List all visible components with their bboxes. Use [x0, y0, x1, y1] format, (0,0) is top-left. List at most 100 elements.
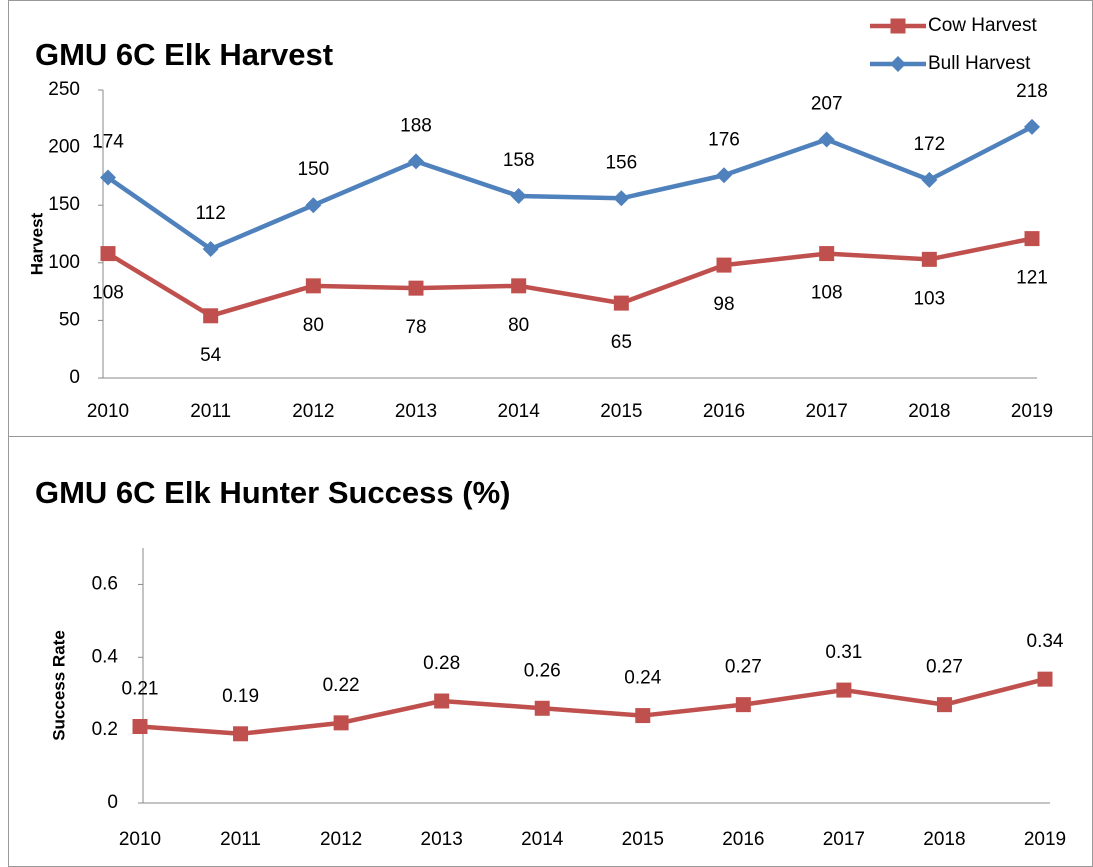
data-label: 54	[200, 345, 222, 366]
marker	[1037, 671, 1053, 687]
marker	[305, 197, 322, 214]
data-label: 0.19	[222, 686, 259, 707]
y-tick-label: 0	[69, 367, 80, 388]
marker	[408, 280, 424, 296]
data-label: 112	[196, 203, 226, 224]
x-tick-label: 2010	[87, 401, 129, 422]
chart-title: GMU 6C Elk Hunter Success (%)	[35, 475, 510, 510]
data-label: 98	[713, 294, 734, 315]
marker	[890, 18, 906, 34]
x-tick-label: 2014	[521, 829, 564, 850]
x-tick-label: 2014	[498, 401, 541, 422]
data-label: 108	[811, 283, 843, 304]
marker	[819, 246, 835, 262]
data-label: 65	[611, 332, 632, 353]
data-label: 172	[913, 134, 945, 155]
x-tick-label: 2016	[703, 401, 745, 422]
data-label: 0.31	[825, 642, 862, 663]
data-label: 218	[1016, 81, 1048, 102]
x-tick-label: 2010	[119, 829, 161, 850]
x-tick-label: 2018	[923, 829, 965, 850]
marker	[936, 697, 952, 713]
data-label: 158	[503, 150, 535, 171]
x-tick-label: 2012	[320, 829, 362, 850]
marker	[233, 726, 249, 742]
marker	[511, 278, 527, 294]
y-tick-label: 0.4	[92, 646, 119, 667]
marker	[836, 682, 852, 698]
legend-label: Cow Harvest	[928, 15, 1037, 36]
marker	[613, 295, 629, 311]
marker	[408, 153, 424, 170]
data-label: 150	[297, 159, 329, 180]
data-label: 156	[605, 152, 637, 173]
marker	[635, 708, 651, 724]
legend-label: Bull Harvest	[928, 53, 1031, 74]
x-tick-label: 2017	[806, 401, 848, 422]
x-tick-label: 2011	[220, 829, 261, 850]
y-tick-label: 0	[107, 792, 118, 813]
y-axis-label: Success Rate	[49, 630, 68, 741]
marker	[613, 190, 630, 207]
y-tick-label: 100	[48, 252, 80, 273]
data-label: 176	[708, 129, 740, 150]
marker	[735, 697, 751, 713]
data-label: 80	[303, 315, 324, 336]
marker	[921, 171, 938, 188]
series-line	[139, 676, 1046, 737]
x-tick-label: 2018	[908, 401, 950, 422]
data-label: 0.24	[624, 668, 661, 689]
marker	[333, 715, 349, 731]
data-label: 80	[508, 315, 529, 336]
marker	[510, 187, 527, 204]
y-tick-label: 0.6	[92, 573, 118, 594]
series-line	[106, 124, 1034, 252]
marker	[132, 719, 148, 734]
data-label: 0.21	[122, 679, 159, 700]
marker	[1024, 231, 1040, 247]
x-tick-label: 2015	[622, 829, 664, 850]
data-label: 0.34	[1027, 631, 1064, 652]
chart-title: GMU 6C Elk Harvest	[35, 37, 333, 72]
x-tick-label: 2013	[421, 829, 463, 850]
marker	[534, 700, 550, 716]
data-label: 78	[405, 317, 426, 338]
data-label: 103	[913, 288, 945, 309]
x-tick-label: 2017	[823, 829, 865, 850]
marker	[716, 257, 732, 273]
y-tick-label: 250	[48, 79, 80, 100]
y-axis-label: Harvest	[27, 212, 46, 275]
marker	[921, 251, 937, 267]
x-tick-label: 2011	[190, 401, 231, 422]
y-tick-label: 150	[48, 194, 80, 215]
data-label: 0.22	[323, 675, 360, 696]
data-label: 108	[92, 283, 124, 304]
x-tick-label: 2013	[395, 401, 437, 422]
data-label: 0.27	[926, 657, 963, 678]
marker	[1024, 118, 1040, 135]
x-tick-label: 2015	[600, 401, 642, 422]
marker	[305, 278, 321, 294]
series-line	[106, 236, 1033, 319]
data-label: 207	[811, 94, 843, 115]
data-label: 174	[92, 132, 124, 153]
marker	[890, 56, 906, 72]
y-tick-label: 200	[48, 137, 80, 158]
y-tick-label: 50	[59, 309, 80, 330]
x-tick-label: 2019	[1024, 829, 1066, 850]
x-tick-label: 2016	[722, 829, 764, 850]
y-tick-label: 0.2	[92, 719, 118, 740]
data-label: 121	[1016, 268, 1048, 289]
data-label: 0.27	[725, 657, 762, 678]
x-tick-label: 2012	[292, 401, 334, 422]
data-label: 0.26	[524, 660, 561, 681]
marker	[100, 169, 116, 186]
marker	[100, 246, 116, 262]
marker	[818, 131, 835, 148]
marker	[203, 308, 219, 324]
marker	[202, 240, 219, 257]
marker	[716, 167, 732, 184]
x-tick-label: 2019	[1011, 401, 1053, 422]
data-label: 0.28	[423, 653, 460, 674]
